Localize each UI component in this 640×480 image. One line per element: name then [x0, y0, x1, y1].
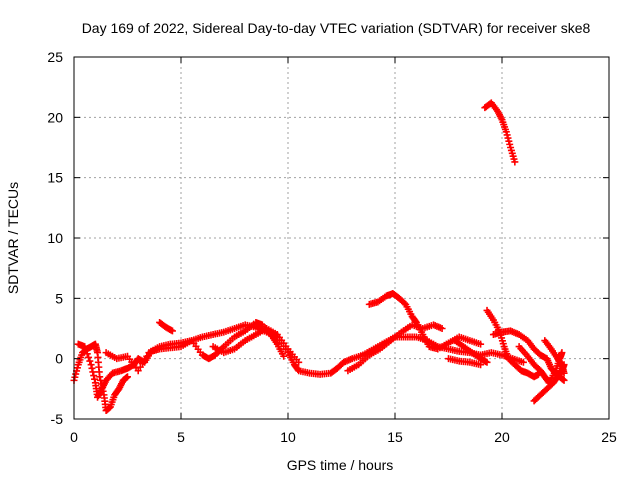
series-track-9 — [445, 355, 485, 369]
data-point — [134, 367, 142, 375]
data-point — [280, 352, 288, 360]
data-point — [511, 158, 519, 166]
data-point — [558, 349, 566, 357]
y-tick-label: 10 — [47, 230, 63, 246]
data-point — [519, 358, 527, 366]
data-point-fill — [136, 363, 144, 371]
data-point-fill — [71, 373, 79, 381]
data-point-fill — [504, 134, 512, 142]
data-point — [96, 373, 104, 381]
x-axis-label: GPS time / hours — [287, 457, 394, 473]
data-marks — [70, 99, 568, 415]
y-axis-label: SDTVAR / TECUs — [5, 182, 21, 294]
series-track-7 — [365, 290, 485, 353]
data-point — [438, 325, 446, 332]
y-tick-label: 25 — [47, 49, 63, 65]
data-point-fill — [143, 352, 151, 360]
data-point-fill — [506, 140, 514, 148]
x-tick-label: 15 — [387, 429, 403, 445]
data-point-fill — [503, 131, 511, 139]
data-point — [560, 369, 568, 377]
chart-title: Day 169 of 2022, Sidereal Day-to-day VTE… — [82, 20, 591, 36]
series-track-8 — [451, 337, 491, 366]
y-tick-label: 20 — [47, 109, 63, 125]
x-tick-label: 25 — [601, 429, 617, 445]
data-point-fill — [90, 372, 98, 380]
x-tick-label: 5 — [177, 429, 185, 445]
data-point — [124, 373, 131, 381]
series-track-3 — [102, 318, 288, 375]
data-point — [81, 343, 89, 351]
series-track-5 — [209, 325, 303, 366]
axis-ticks: 0 5 10 15 20 25 -5 0 5 10 15 20 25 — [47, 49, 617, 445]
data-point-fill — [400, 299, 408, 307]
data-point-fill — [91, 375, 99, 383]
data-point-fill — [412, 317, 420, 325]
data-point — [477, 361, 485, 369]
y-tick-label: -5 — [51, 411, 64, 427]
data-point-fill — [85, 353, 93, 361]
data-point-fill — [505, 137, 513, 145]
data-point-fill — [141, 356, 149, 364]
data-point — [477, 340, 485, 348]
series-track-4 — [156, 318, 176, 335]
data-point — [87, 361, 95, 369]
data-point-fill — [138, 359, 146, 367]
y-tick-label: 5 — [55, 290, 63, 306]
x-tick-label: 10 — [280, 429, 296, 445]
y-tick-label: 15 — [47, 170, 63, 186]
data-point-fill — [86, 357, 94, 365]
series-track-15 — [481, 99, 519, 166]
data-point — [483, 358, 491, 366]
series-track-1 — [70, 340, 131, 415]
data-point — [560, 376, 568, 384]
x-tick-label: 20 — [494, 429, 510, 445]
y-tick-label: 0 — [55, 351, 63, 367]
data-point-fill — [73, 364, 81, 372]
data-point — [168, 327, 176, 335]
data-point-fill — [88, 364, 96, 372]
data-point-fill — [72, 370, 80, 378]
data-point-fill — [83, 350, 91, 358]
x-tick-label: 0 — [70, 429, 78, 445]
data-point-fill — [82, 346, 90, 354]
data-point-fill — [89, 368, 97, 376]
series-track-12 — [515, 343, 566, 387]
data-point — [295, 358, 303, 366]
series-track-14 — [541, 337, 568, 377]
data-point — [502, 128, 510, 136]
series-track-6 — [344, 321, 446, 375]
